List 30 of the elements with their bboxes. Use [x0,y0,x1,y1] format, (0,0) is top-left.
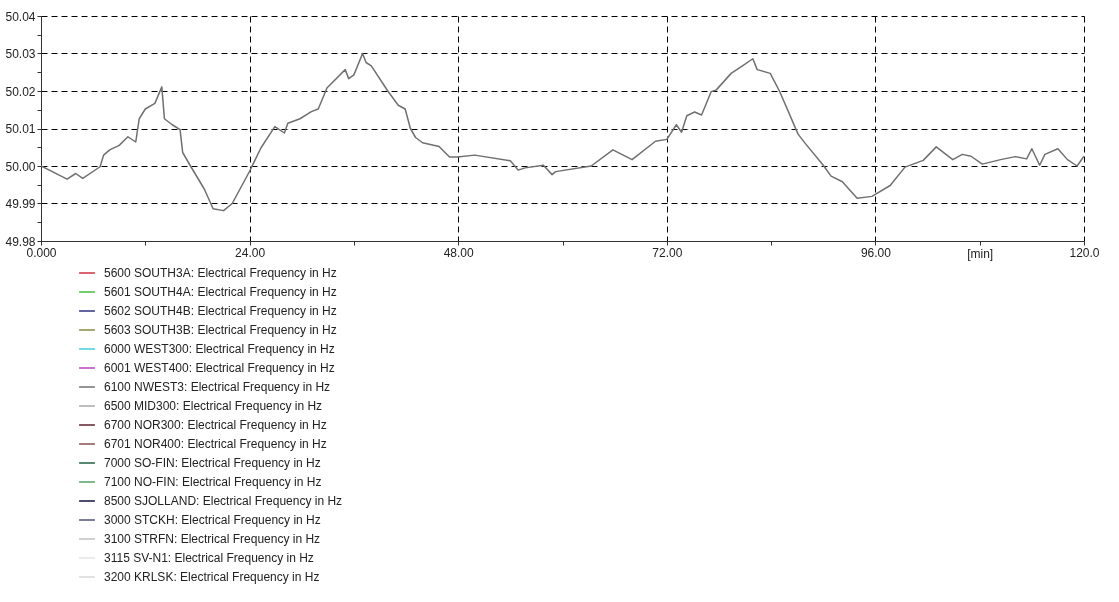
y-tick-label: 50.02 [5,84,36,99]
legend-label: 6700 NOR300: Electrical Frequency in Hz [104,418,327,432]
legend-label: 6701 NOR400: Electrical Frequency in Hz [104,437,327,451]
x-tick-label: 24.00 [235,245,266,260]
legend-label: 6500 MID300: Electrical Frequency in Hz [104,399,323,413]
x-tick-label: 48.00 [443,245,475,260]
legend-label: 5601 SOUTH4A: Electrical Frequency in Hz [104,285,337,299]
legend-label: 6000 WEST300: Electrical Frequency in Hz [104,342,335,356]
y-tick-label: 50.04 [5,9,36,24]
y-tick-label: 50.03 [5,47,36,61]
legend-label: 7000 SO-FIN: Electrical Frequency in Hz [104,456,321,470]
legend-label: 3100 STRFN: Electrical Frequency in Hz [104,532,321,546]
legend-label: 8500 SJOLLAND: Electrical Frequency in Hz [104,494,343,508]
legend-label: 7100 NO-FIN: Electrical Frequency in Hz [104,475,322,489]
x-tick-label: 120.0 [1069,245,1100,260]
legend-label: 6001 WEST400: Electrical Frequency in Hz [104,361,335,375]
x-tick-label: 72.00 [652,245,683,260]
x-tick-label: 96.00 [860,245,892,260]
legend-label: 3200 KRLSK: Electrical Frequency in Hz [104,570,320,584]
legend-label: 5603 SOUTH3B: Electrical Frequency in Hz [104,323,337,337]
legend-label: 3000 STCKH: Electrical Frequency in Hz [104,513,321,527]
legend-label: 6100 NWEST3: Electrical Frequency in Hz [104,380,331,394]
y-tick-label: 50.01 [5,122,36,136]
legend-label: 5600 SOUTH3A: Electrical Frequency in Hz [104,266,337,280]
legend-label: 3115 SV-N1: Electrical Frequency in Hz [104,551,314,565]
line-series [41,52,1084,212]
y-tick-label: 50.00 [5,159,36,174]
y-tick-label: 49.99 [5,197,36,211]
x-axis-title: [min] [967,246,994,261]
legend-label: 5602 SOUTH4B: Electrical Frequency in Hz [104,304,337,318]
